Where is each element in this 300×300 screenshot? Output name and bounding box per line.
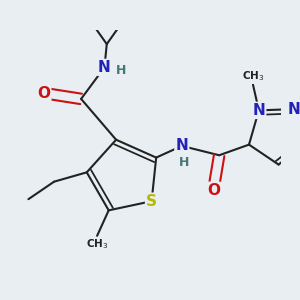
Text: H: H bbox=[116, 64, 126, 77]
Text: O: O bbox=[207, 183, 220, 198]
Text: N: N bbox=[253, 103, 265, 118]
Text: N: N bbox=[288, 102, 300, 117]
Text: S: S bbox=[146, 194, 157, 209]
Text: O: O bbox=[37, 85, 50, 100]
Text: N: N bbox=[176, 138, 188, 153]
Text: N: N bbox=[98, 60, 111, 75]
Text: CH$_3$: CH$_3$ bbox=[86, 237, 108, 251]
Text: CH$_3$: CH$_3$ bbox=[242, 70, 264, 83]
Text: H: H bbox=[179, 156, 189, 169]
